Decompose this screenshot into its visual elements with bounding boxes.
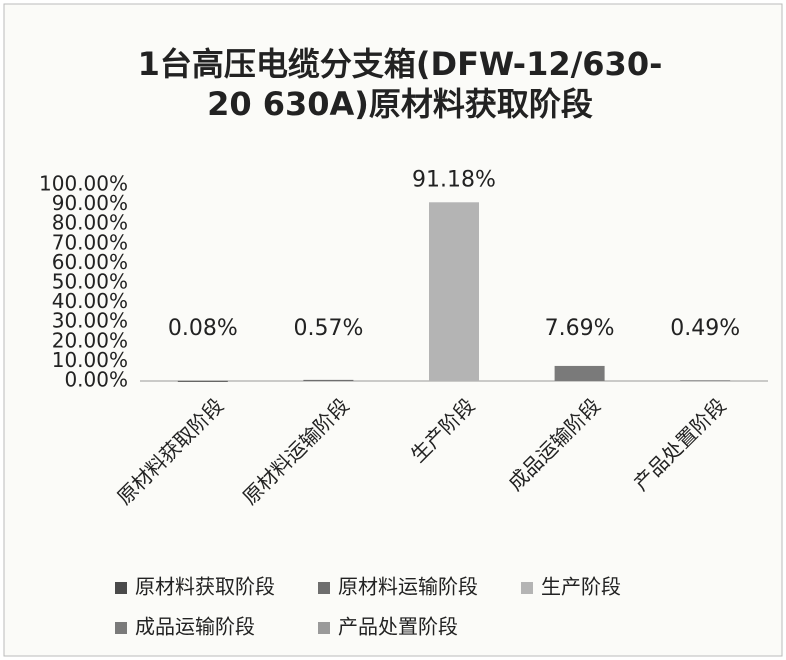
data-label: 0.57% [293, 316, 363, 341]
chart-title-line: 1台高压电缆分支箱(DFW-12/630- [138, 45, 663, 83]
y-tick-label: 80.00% [52, 211, 128, 235]
y-tick-label: 40.00% [52, 289, 128, 313]
y-tick-label: 90.00% [52, 191, 128, 215]
bar [177, 380, 228, 382]
legend-label: 生产阶段 [541, 575, 621, 599]
chart-title-line: 20 630A)原材料获取阶段 [207, 85, 593, 123]
y-tick-label: 10.00% [52, 348, 128, 372]
y-tick-label: 70.00% [52, 230, 128, 254]
legend-label: 原材料运输阶段 [338, 575, 478, 599]
y-tick-label: 0.00% [64, 368, 128, 392]
legend-label: 产品处置阶段 [338, 615, 458, 639]
legend-swatch [521, 582, 533, 594]
y-tick-label: 50.00% [52, 270, 128, 294]
data-label: 91.18% [412, 167, 496, 192]
data-label: 7.69% [545, 316, 615, 341]
data-label: 0.08% [168, 316, 238, 341]
y-tick-label: 30.00% [52, 309, 128, 333]
legend-swatch [318, 622, 330, 634]
y-tick-label: 100.00% [39, 172, 128, 196]
legend-swatch [115, 582, 127, 594]
bar [429, 202, 479, 381]
bar [680, 380, 731, 382]
bar [554, 365, 605, 381]
y-tick-label: 20.00% [52, 328, 128, 352]
y-tick-label: 60.00% [52, 250, 128, 274]
chart-background [3, 3, 783, 657]
legend-swatch [115, 622, 127, 634]
bar [303, 379, 354, 381]
legend-label: 成品运输阶段 [135, 615, 255, 639]
legend-swatch [318, 582, 330, 594]
data-label: 0.49% [670, 316, 740, 341]
legend-label: 原材料获取阶段 [135, 575, 275, 599]
